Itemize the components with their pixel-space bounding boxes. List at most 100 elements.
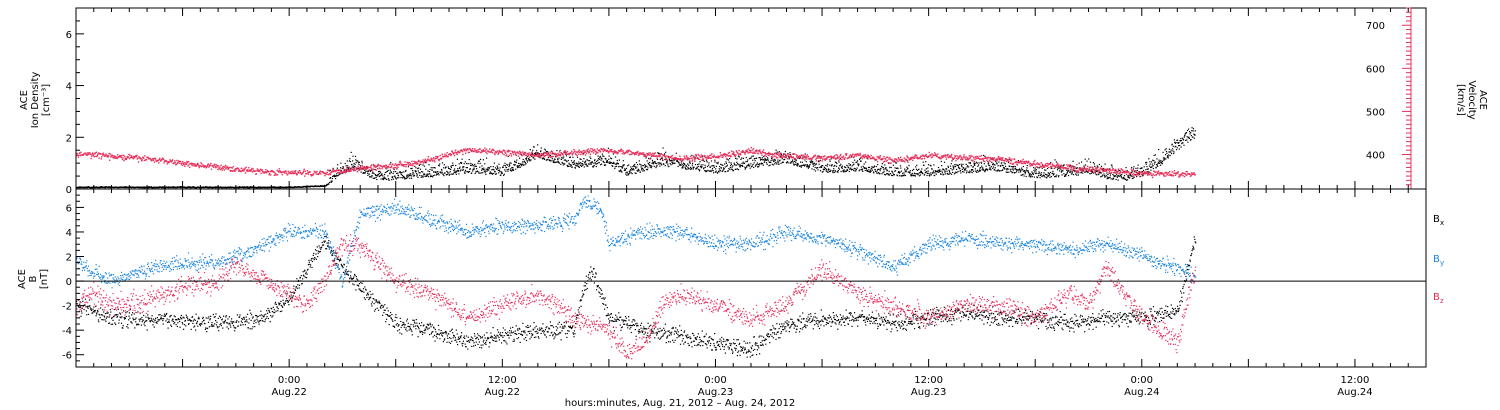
density-point (657, 152, 659, 154)
velocity-point (190, 162, 192, 164)
density-point (392, 178, 395, 180)
density-point (1035, 169, 1037, 171)
density-point (614, 167, 616, 170)
density-point (562, 157, 564, 159)
density-point (635, 162, 638, 164)
velocity-point (381, 166, 384, 168)
density-point (857, 165, 860, 167)
density-point (924, 171, 926, 173)
density-point (1037, 176, 1039, 178)
velocity-point (793, 157, 795, 160)
velocity-point (284, 172, 286, 174)
density-point (664, 158, 666, 161)
velocity-point (255, 173, 257, 175)
density-point (735, 157, 737, 159)
velocity-point (775, 155, 777, 157)
velocity-point (930, 154, 932, 156)
velocity-point (689, 155, 692, 158)
velocity-point (668, 156, 670, 158)
velocity-point (196, 163, 198, 166)
density-point (744, 166, 746, 168)
velocity-point (98, 152, 101, 154)
density-point (372, 172, 374, 174)
density-point (646, 169, 649, 171)
density-point (1012, 169, 1014, 171)
density-point (1026, 165, 1028, 167)
density-point (258, 186, 260, 188)
density-point (997, 165, 999, 167)
density-point (420, 163, 422, 165)
velocity-point (1012, 163, 1015, 165)
velocity-point (240, 170, 242, 173)
velocity-point (955, 159, 957, 162)
velocity-point (721, 154, 724, 156)
density-point (1033, 176, 1035, 178)
density-point (516, 165, 518, 167)
density-point (652, 161, 654, 163)
velocity-point (506, 154, 508, 156)
velocity-point (694, 158, 697, 160)
density-point (459, 166, 461, 168)
density-point (1084, 171, 1086, 173)
density-point (574, 162, 576, 164)
velocity-point (550, 153, 552, 155)
density-point (380, 174, 382, 176)
velocity-point (384, 165, 386, 167)
velocity-point (953, 157, 956, 159)
density-point (496, 165, 498, 167)
density-point (471, 163, 473, 165)
density-point (904, 170, 906, 172)
density-point (689, 161, 691, 164)
density-point (876, 172, 878, 175)
density-point (778, 163, 780, 165)
velocity-point (566, 150, 569, 153)
density-point (714, 171, 716, 173)
density-point (660, 162, 662, 164)
density-point (1066, 172, 1068, 174)
density-point (1155, 166, 1157, 168)
density-point (775, 163, 778, 165)
density-point (819, 166, 821, 169)
velocity-point (441, 157, 443, 160)
density-point (947, 173, 949, 175)
density-point (511, 168, 514, 171)
density-point (1147, 168, 1149, 170)
density-point (648, 164, 650, 166)
density-point (427, 174, 429, 176)
density-point (855, 169, 857, 171)
density-point (780, 154, 782, 156)
density-point (1018, 169, 1020, 171)
density-point (824, 167, 827, 169)
velocity-point (915, 154, 918, 157)
velocity-point (374, 164, 376, 167)
density-point (567, 159, 569, 162)
velocity-point (992, 159, 994, 161)
density-point (868, 169, 870, 171)
velocity-point (654, 152, 657, 154)
velocity-point (231, 170, 233, 172)
density-point (1055, 176, 1057, 178)
velocity-point (596, 152, 598, 154)
density-point (983, 154, 985, 156)
velocity-point (511, 150, 513, 152)
density-point (891, 170, 893, 172)
density-point (351, 166, 353, 168)
density-point (716, 172, 719, 174)
velocity-point (983, 160, 985, 162)
velocity-point (687, 157, 689, 159)
density-point (510, 170, 512, 172)
velocity-point (266, 170, 268, 173)
density-point (981, 169, 983, 171)
density-point (1005, 165, 1007, 167)
density-point (726, 164, 728, 166)
density-point (108, 186, 110, 188)
velocity-point (985, 157, 988, 159)
velocity-point (316, 170, 318, 173)
velocity-point (954, 154, 956, 157)
density-point (753, 162, 755, 164)
velocity-point (717, 155, 719, 157)
density-point (482, 168, 484, 171)
density-point (622, 164, 624, 166)
velocity-point (133, 155, 135, 158)
density-point (529, 159, 531, 161)
